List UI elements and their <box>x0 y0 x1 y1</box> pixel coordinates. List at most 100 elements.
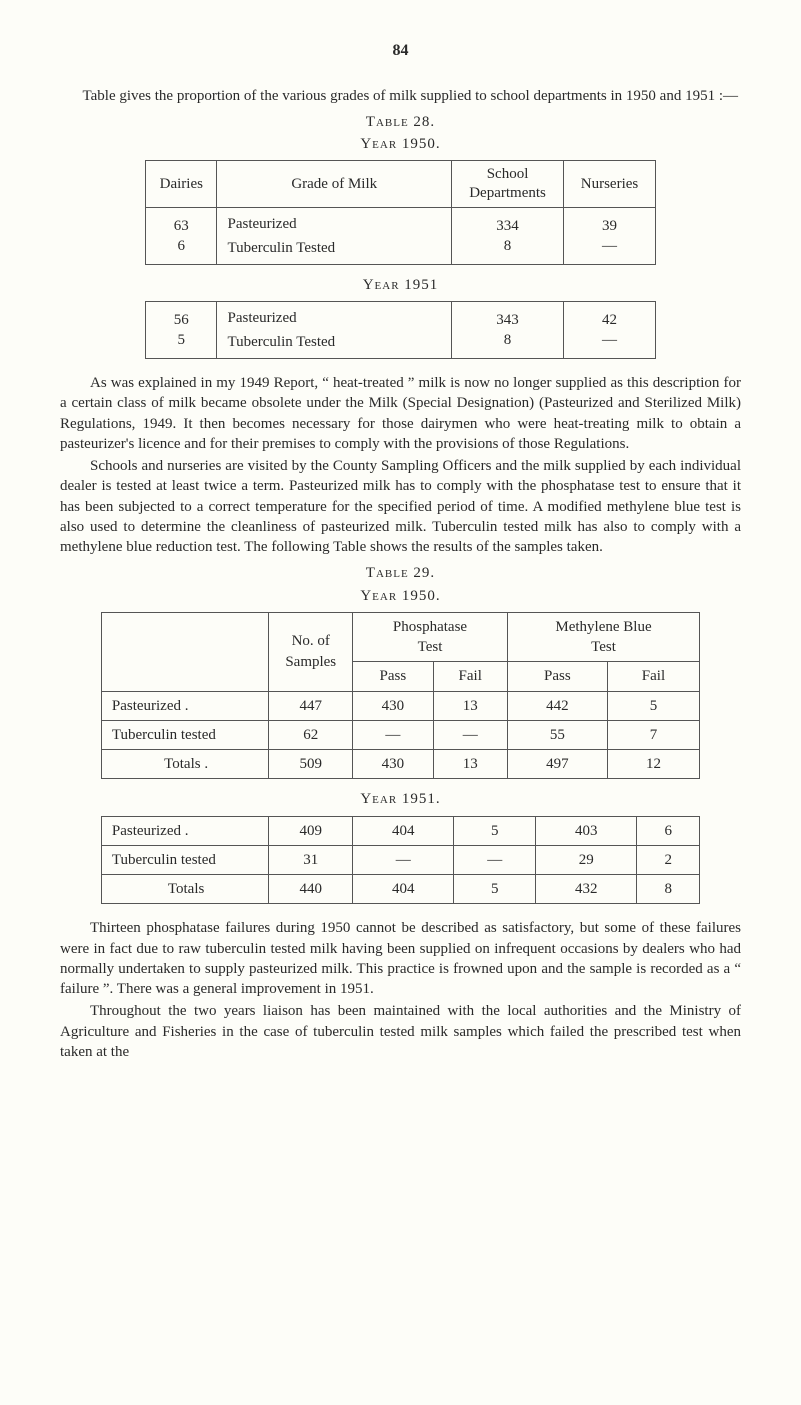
cell-nurseries: 42 — <box>564 302 656 359</box>
table-row: Pasteurized . 447 430 13 442 5 <box>101 691 699 720</box>
table-row: Tuberculin tested 31 — — 29 2 <box>101 845 699 874</box>
cell-pfail: — <box>454 845 536 874</box>
l2: Samples <box>285 654 336 670</box>
table-29-year-1950: Year 1950. <box>60 586 741 606</box>
cell-pfail: 5 <box>454 816 536 845</box>
val: Pasteurized <box>227 310 296 326</box>
cell-pfail: 13 <box>433 691 507 720</box>
t29-hdr-blank <box>101 612 269 691</box>
cell-samples: 31 <box>269 845 353 874</box>
page-number: 84 <box>60 40 741 62</box>
cell-samples: 62 <box>269 720 353 749</box>
table-28-1951: 56 5 Pasteurized Tuberculin Tested 343 8… <box>145 301 656 359</box>
l2: Test <box>591 639 616 655</box>
l1: Phosphatase <box>393 619 467 635</box>
val: 334 <box>496 218 519 234</box>
val: Tuberculin Tested <box>227 334 335 350</box>
cell-mpass: 29 <box>536 845 637 874</box>
cell-pfail: 5 <box>454 875 536 904</box>
t29-hdr-meth: Methylene Blue Test <box>507 612 699 662</box>
val: 6 <box>178 238 186 254</box>
val: Pasteurized <box>227 216 296 232</box>
t28-hdr-school-l1: School <box>487 166 529 182</box>
cell-ppass: 404 <box>353 816 454 845</box>
cell-school: 334 8 <box>451 207 563 264</box>
t29-hdr-phos: Phosphatase Test <box>353 612 508 662</box>
cell-mpass: 442 <box>507 691 607 720</box>
cell-grade: Pasteurized Tuberculin Tested <box>217 207 451 264</box>
t29-hdr-samples: No. of Samples <box>269 612 353 691</box>
paragraph-3: Thirteen phosphatase failures during 195… <box>60 918 741 999</box>
cell-mfail: 2 <box>637 845 700 874</box>
cell-samples: 447 <box>269 691 353 720</box>
t28-hdr-dairies: Dairies <box>146 161 217 208</box>
val: 42 <box>602 312 617 328</box>
table-28-year-1951: Year 1951 <box>60 275 741 295</box>
val: 8 <box>504 332 512 348</box>
cell-pfail: — <box>433 720 507 749</box>
t29-hdr-mfail: Fail <box>607 662 699 691</box>
table-row: 56 5 Pasteurized Tuberculin Tested 343 8… <box>146 302 656 359</box>
cell-nurseries: 39 — <box>564 207 656 264</box>
val: 39 <box>602 218 617 234</box>
cell-label: Pasteurized . <box>101 691 269 720</box>
t28-hdr-grade: Grade of Milk <box>217 161 451 208</box>
cell-grade: Pasteurized Tuberculin Tested <box>217 302 451 359</box>
table-28-year-1950: Year 1950. <box>60 134 741 154</box>
cell-ppass: — <box>353 720 433 749</box>
cell-ppass: 404 <box>353 875 454 904</box>
cell-school: 343 8 <box>451 302 563 359</box>
val: 56 <box>174 312 189 328</box>
cell-dairies: 56 5 <box>146 302 217 359</box>
cell-mfail: 5 <box>607 691 699 720</box>
table-row-totals: Totals 440 404 5 432 8 <box>101 875 699 904</box>
intro-paragraph: Table gives the proportion of the variou… <box>60 86 741 106</box>
cell-mfail: 6 <box>637 816 700 845</box>
l1: Methylene Blue <box>555 619 651 635</box>
cell-label: Totals <box>101 875 269 904</box>
table-28-1950: Dairies Grade of Milk School Departments… <box>145 160 656 265</box>
table-29-1951: Pasteurized . 409 404 5 403 6 Tuberculin… <box>101 816 700 905</box>
cell-mpass: 403 <box>536 816 637 845</box>
t29-hdr-ppass: Pass <box>353 662 433 691</box>
cell-label: Totals . <box>101 750 269 779</box>
table-row-totals: Totals . 509 430 13 497 12 <box>101 750 699 779</box>
cell-mpass: 55 <box>507 720 607 749</box>
table-28-caption: Table 28. <box>60 112 741 132</box>
cell-label: Tuberculin tested <box>101 720 269 749</box>
val: 5 <box>178 332 186 348</box>
table-29-caption: Table 29. <box>60 563 741 583</box>
cell-mfail: 8 <box>637 875 700 904</box>
t28-hdr-school: School Departments <box>451 161 563 208</box>
cell-label: Pasteurized . <box>101 816 269 845</box>
t29-hdr-pfail: Fail <box>433 662 507 691</box>
val: — <box>602 332 617 348</box>
table-row: Tuberculin tested 62 — — 55 7 <box>101 720 699 749</box>
t29-hdr-mpass: Pass <box>507 662 607 691</box>
val: Tuberculin Tested <box>227 240 335 256</box>
cell-mpass: 432 <box>536 875 637 904</box>
cell-mfail: 12 <box>607 750 699 779</box>
cell-ppass: — <box>353 845 454 874</box>
paragraph-2: Schools and nurseries are visited by the… <box>60 456 741 557</box>
val: — <box>602 238 617 254</box>
cell-dairies: 63 6 <box>146 207 217 264</box>
cell-mpass: 497 <box>507 750 607 779</box>
l1: No. of <box>292 633 330 649</box>
paragraph-1: As was explained in my 1949 Report, “ he… <box>60 373 741 454</box>
cell-mfail: 7 <box>607 720 699 749</box>
val: 343 <box>496 312 519 328</box>
cell-label: Tuberculin tested <box>101 845 269 874</box>
cell-pfail: 13 <box>433 750 507 779</box>
cell-samples: 509 <box>269 750 353 779</box>
t28-hdr-school-l2: Departments <box>469 185 546 201</box>
cell-ppass: 430 <box>353 750 433 779</box>
table-29-year-1951: Year 1951. <box>60 789 741 809</box>
cell-ppass: 430 <box>353 691 433 720</box>
table-29-1950: No. of Samples Phosphatase Test Methylen… <box>101 612 700 780</box>
t28-hdr-nurseries: Nurseries <box>564 161 656 208</box>
l2: Test <box>418 639 443 655</box>
val: 63 <box>174 218 189 234</box>
val: 8 <box>504 238 512 254</box>
table-row: 63 6 Pasteurized Tuberculin Tested 334 8… <box>146 207 656 264</box>
